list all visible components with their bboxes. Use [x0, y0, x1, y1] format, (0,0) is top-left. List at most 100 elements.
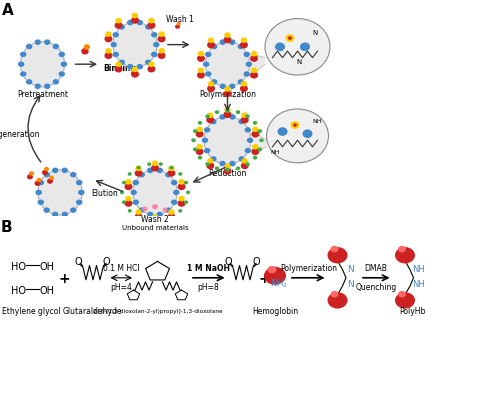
Circle shape — [198, 52, 204, 57]
Circle shape — [224, 33, 231, 39]
Circle shape — [136, 20, 143, 27]
Text: Ethylene glycol: Ethylene glycol — [2, 306, 60, 315]
Circle shape — [158, 53, 166, 60]
Circle shape — [398, 291, 406, 298]
Circle shape — [151, 165, 159, 172]
Text: 2-[3-(1,3-dioxolan-2-yl)propyl]-1,3-dioxolane: 2-[3-(1,3-dioxolan-2-yl)propyl]-1,3-diox… — [92, 308, 223, 313]
Circle shape — [132, 67, 138, 73]
Circle shape — [178, 196, 185, 202]
Circle shape — [236, 111, 240, 115]
Circle shape — [18, 62, 24, 68]
Circle shape — [228, 40, 235, 46]
Circle shape — [278, 128, 287, 137]
Circle shape — [246, 138, 254, 144]
Circle shape — [264, 267, 286, 285]
Circle shape — [60, 62, 68, 68]
Circle shape — [26, 44, 32, 50]
Ellipse shape — [206, 43, 250, 88]
Text: O: O — [252, 257, 260, 267]
Circle shape — [131, 18, 139, 25]
Circle shape — [219, 115, 226, 121]
Circle shape — [228, 84, 235, 90]
Text: Elution: Elution — [92, 189, 118, 198]
Text: Quenching: Quenching — [356, 282, 397, 291]
Circle shape — [238, 157, 245, 163]
Circle shape — [178, 184, 186, 191]
Text: Polymerization: Polymerization — [199, 90, 256, 99]
Circle shape — [162, 208, 168, 212]
Circle shape — [127, 65, 134, 70]
Ellipse shape — [20, 43, 64, 88]
Circle shape — [170, 216, 173, 220]
Text: N: N — [347, 265, 354, 274]
Circle shape — [186, 191, 190, 195]
Circle shape — [145, 60, 152, 66]
Circle shape — [34, 84, 42, 90]
Circle shape — [395, 292, 415, 309]
Text: pH=8: pH=8 — [198, 282, 220, 291]
Circle shape — [138, 207, 145, 213]
Circle shape — [208, 82, 214, 88]
Circle shape — [178, 209, 182, 213]
Circle shape — [224, 164, 231, 170]
Circle shape — [150, 52, 158, 58]
Circle shape — [244, 148, 252, 154]
Circle shape — [120, 191, 124, 195]
Circle shape — [158, 163, 163, 166]
Circle shape — [224, 91, 232, 98]
Text: HO: HO — [11, 261, 26, 271]
Circle shape — [275, 43, 285, 52]
Circle shape — [134, 214, 142, 221]
Circle shape — [224, 112, 232, 119]
Circle shape — [36, 178, 42, 183]
Circle shape — [122, 201, 126, 204]
Circle shape — [202, 138, 208, 144]
Circle shape — [225, 169, 230, 172]
Circle shape — [196, 127, 203, 133]
Circle shape — [132, 200, 140, 206]
Circle shape — [302, 130, 312, 139]
Circle shape — [204, 128, 210, 134]
Text: Binding: Binding — [104, 64, 136, 73]
Circle shape — [52, 212, 59, 218]
Circle shape — [128, 209, 132, 213]
Circle shape — [197, 56, 205, 63]
Circle shape — [175, 25, 180, 30]
Circle shape — [214, 111, 219, 115]
Circle shape — [268, 266, 276, 274]
Circle shape — [240, 82, 247, 88]
Circle shape — [165, 207, 172, 213]
Text: NH: NH — [412, 265, 426, 274]
Text: PolyHb: PolyHb — [400, 306, 425, 315]
Circle shape — [207, 159, 214, 164]
Circle shape — [238, 80, 244, 86]
Circle shape — [184, 201, 188, 204]
Circle shape — [148, 62, 154, 68]
Circle shape — [112, 52, 119, 58]
Circle shape — [150, 33, 158, 39]
Text: NH: NH — [270, 150, 280, 155]
Text: O: O — [224, 257, 232, 267]
Circle shape — [158, 49, 165, 54]
Polygon shape — [250, 54, 265, 78]
Circle shape — [170, 180, 177, 186]
Circle shape — [395, 247, 415, 264]
Circle shape — [328, 292, 347, 309]
Circle shape — [148, 19, 154, 25]
Circle shape — [147, 168, 154, 174]
Circle shape — [193, 130, 198, 134]
Circle shape — [198, 156, 202, 160]
Circle shape — [178, 173, 182, 176]
Circle shape — [286, 35, 294, 43]
Circle shape — [205, 52, 212, 58]
Circle shape — [124, 200, 132, 207]
Circle shape — [168, 166, 174, 172]
Circle shape — [132, 180, 140, 186]
Circle shape — [158, 32, 165, 38]
Circle shape — [136, 166, 140, 170]
Circle shape — [207, 86, 215, 93]
Circle shape — [198, 121, 202, 126]
Circle shape — [61, 212, 68, 218]
Circle shape — [173, 190, 180, 196]
Text: Pretreatment: Pretreatment — [17, 90, 68, 99]
